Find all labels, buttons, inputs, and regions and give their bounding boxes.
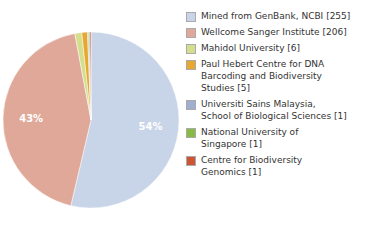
html-text:Mahidol University [6]: Mahidol University [6] — [201, 43, 301, 53]
html-text:National University of Singapo: National University of Singapore [1] — [201, 127, 299, 149]
html-text:Paul Hebert Centre for DNA Bar: Paul Hebert Centre for DNA Barcoding and… — [201, 59, 325, 93]
svg-text:43%: 43% — [19, 113, 43, 124]
svg-text:54%: 54% — [138, 121, 162, 132]
html-text:Centre for Biodiversity Genomi: Centre for Biodiversity Genomics [1] — [201, 155, 303, 177]
html-text:Universiti Sains Malaysia, Sch: Universiti Sains Malaysia, School of Bio… — [201, 99, 347, 121]
html-text:Mined from GenBank, NCBI [255]: Mined from GenBank, NCBI [255] — [201, 11, 351, 21]
html-text:Wellcome Sanger Institute [206: Wellcome Sanger Institute [206] — [201, 27, 347, 37]
